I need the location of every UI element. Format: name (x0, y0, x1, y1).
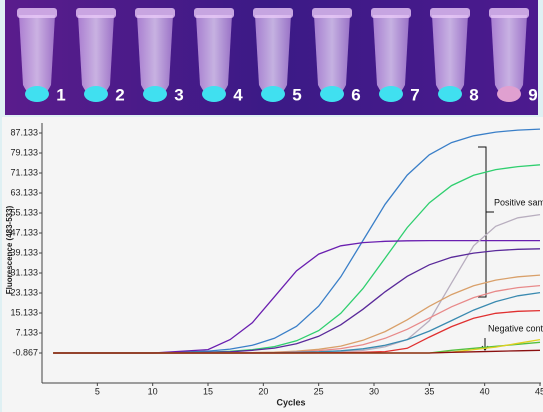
tube-liquid (438, 86, 462, 102)
chart-background (2, 117, 543, 412)
tube-number: 1 (56, 85, 65, 104)
x-tick-label: 5 (95, 386, 100, 396)
x-tick-label: 35 (424, 386, 434, 396)
x-axis-label: Cycles (276, 397, 305, 407)
x-tick-label: 15 (203, 386, 213, 396)
tube-number: 5 (292, 85, 301, 104)
tube (373, 15, 409, 99)
y-axis-label: Fluorescence (483-533) (5, 205, 14, 294)
tube (137, 15, 173, 99)
y-tick-label: 47.133 (10, 227, 38, 237)
tube-liquid (202, 86, 226, 102)
tube-liquid (261, 86, 285, 102)
tube-number: 6 (351, 85, 360, 104)
annotation: Negative control (488, 323, 543, 333)
tube-cap (430, 8, 470, 18)
tube-cap (312, 8, 352, 18)
tube-cap (17, 8, 57, 18)
tube-cap (135, 8, 175, 18)
annotation: Positive samples (494, 197, 543, 207)
tube-liquid (84, 86, 108, 102)
tube-number: 7 (410, 85, 419, 104)
tube-number: 8 (469, 85, 478, 104)
y-tick-label: 87.133 (10, 127, 38, 137)
x-tick-label: 45 (535, 386, 543, 396)
x-tick-label: 40 (480, 386, 490, 396)
y-tick-label: 79.133 (10, 147, 38, 157)
tube-liquid (143, 86, 167, 102)
y-tick-label: -0.867 (12, 347, 38, 357)
tube (432, 15, 468, 99)
series-line (53, 239, 540, 354)
y-tick-label: 63.133 (10, 187, 38, 197)
y-tick-label: 23.133 (10, 287, 38, 297)
tube-cap (489, 8, 529, 18)
tube (19, 15, 55, 99)
tube-number: 2 (115, 85, 124, 104)
tube-liquid (25, 86, 49, 102)
y-tick-label: 71.133 (10, 167, 38, 177)
tube (78, 15, 114, 99)
series-line (53, 128, 541, 354)
tube-number: 4 (233, 85, 243, 104)
series-line (53, 248, 541, 354)
y-tick-label: 7.133 (15, 327, 38, 337)
x-tick-label: 25 (314, 386, 324, 396)
tube-cap (371, 8, 411, 18)
series-line (53, 349, 541, 354)
tube-cap (253, 8, 293, 18)
x-tick-label: 30 (369, 386, 379, 396)
x-tick-label: 20 (258, 386, 268, 396)
tube-liquid (320, 86, 344, 102)
bracket (478, 146, 494, 298)
y-tick-label: 39.133 (10, 247, 38, 257)
tube-photo: 1 2 3 4 5 6 7 8 9 (17, 8, 538, 104)
tube-cap (76, 8, 116, 18)
y-tick-label: 15.133 (10, 307, 38, 317)
tube (255, 15, 291, 99)
tube (314, 15, 350, 99)
y-tick-label: 31.133 (10, 267, 38, 277)
x-tick-label: 10 (148, 386, 158, 396)
tube-cap (194, 8, 234, 18)
tube (196, 15, 232, 99)
tube-number: 9 (528, 85, 537, 104)
y-tick-label: 55.133 (10, 207, 38, 217)
tube (491, 15, 527, 99)
tube-liquid (379, 86, 403, 102)
tube-number: 3 (174, 85, 183, 104)
tube-liquid (497, 86, 521, 102)
